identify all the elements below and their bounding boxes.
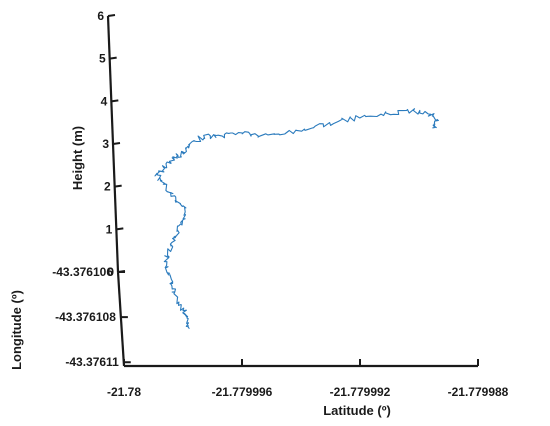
x-tick-label: -21.779992 <box>330 385 391 399</box>
z-tick-label: 5 <box>99 52 106 66</box>
z-axis-label: Height (m) <box>70 126 85 190</box>
z-tick-mark <box>116 227 124 231</box>
chart-ticks: 0 1 2 3 4 5 6 -43.376106 -43.376108 -43.37611 -21.… <box>52 9 508 399</box>
y-tick-label: -43.376106 <box>52 265 113 279</box>
z-tick-mark <box>109 56 117 60</box>
y-axis-line <box>116 271 126 367</box>
z-tick-mark <box>111 99 119 103</box>
z-tick-label: 6 <box>97 9 104 23</box>
z-tick-label: 4 <box>101 94 108 108</box>
z-tick-mark <box>107 14 116 17</box>
chart-axes <box>106 15 478 368</box>
z-tick-label: 1 <box>106 222 113 236</box>
x-axis-label: Latitude (º) <box>323 403 391 418</box>
y-tick-label: -43.376108 <box>55 310 116 324</box>
chart-series <box>154 108 439 330</box>
x-tick-label: -21.78 <box>107 385 141 399</box>
z-tick-label: 0 <box>107 265 114 279</box>
z-tick-mark <box>114 184 122 188</box>
series-line-0 <box>154 108 439 330</box>
x-tick-label: -21.779996 <box>212 385 273 399</box>
z-tick-mark <box>112 142 121 145</box>
y-axis-label: Longitude (º) <box>9 290 24 370</box>
y-tick-label: -43.37611 <box>65 355 119 369</box>
z-tick-label: 2 <box>104 180 111 194</box>
z-tick-label: 3 <box>102 137 109 151</box>
x-tick-label: -21.779988 <box>448 385 509 399</box>
